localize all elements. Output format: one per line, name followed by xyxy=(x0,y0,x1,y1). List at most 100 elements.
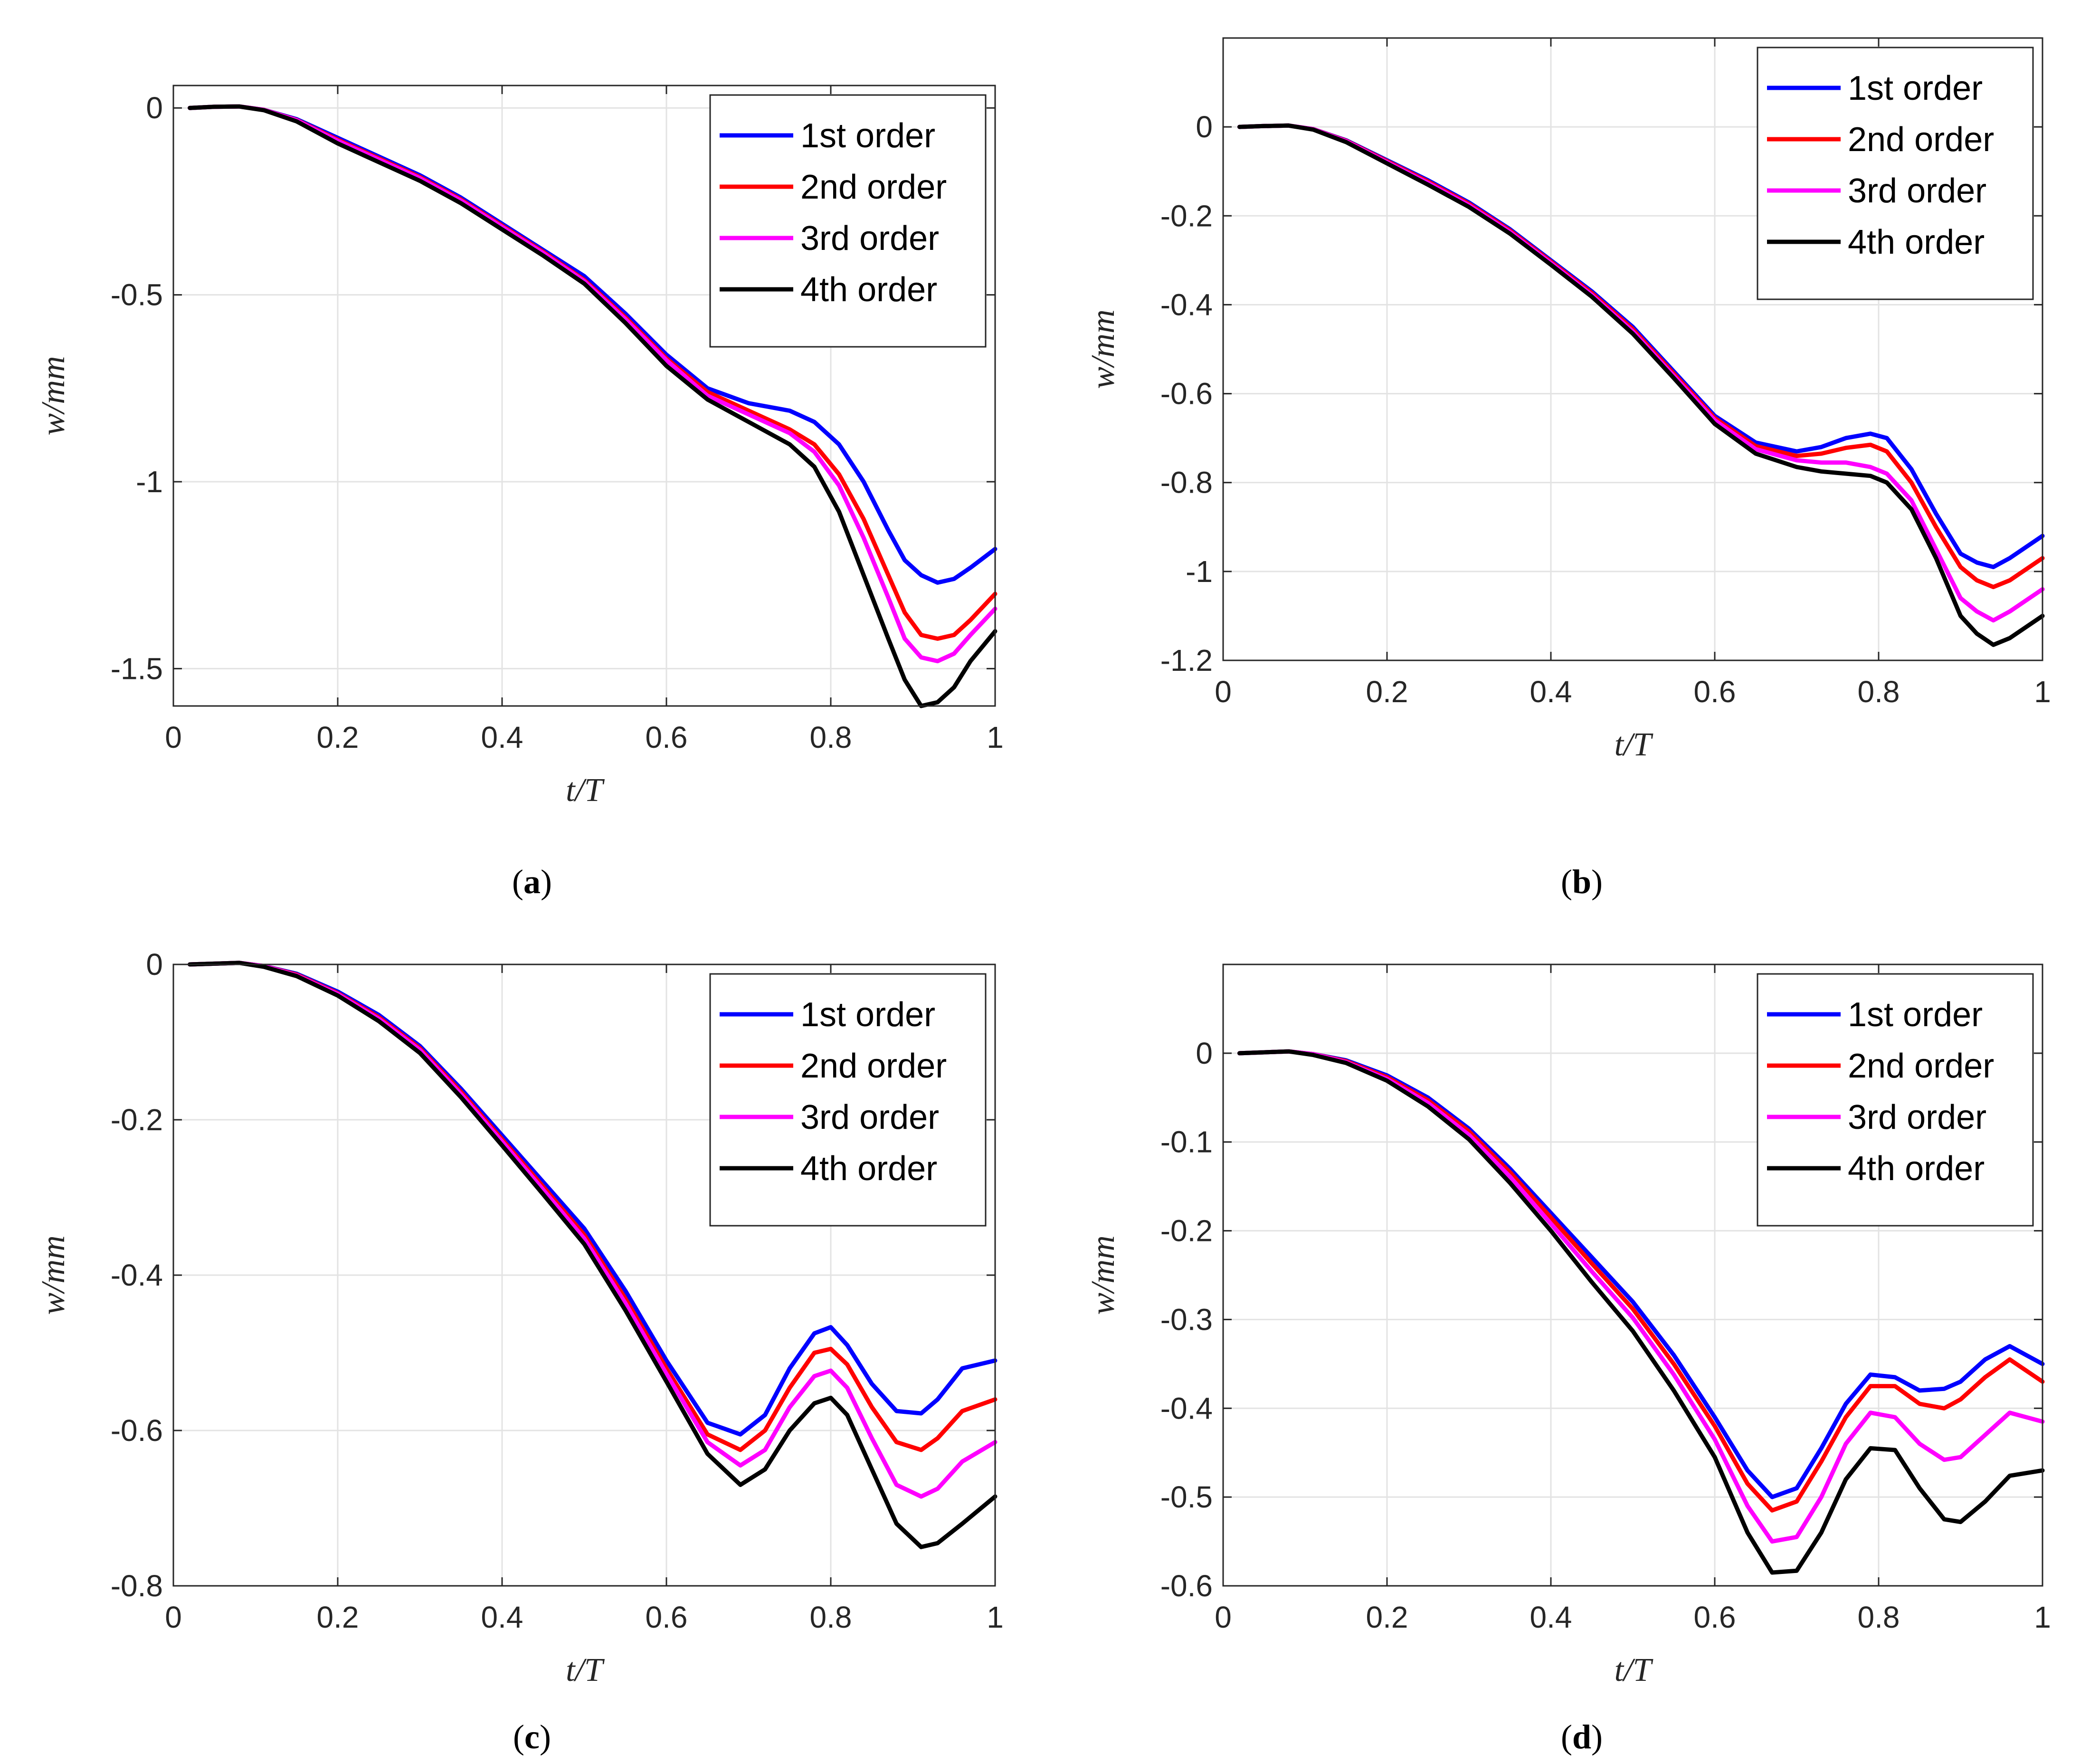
y-tick-label: -1 xyxy=(136,465,163,499)
x-tick-label: 0 xyxy=(1215,1600,1232,1634)
x-tick-label: 0.4 xyxy=(1530,675,1572,709)
legend-label: 4th order xyxy=(800,271,937,309)
y-axis-title: w/mm xyxy=(1085,1235,1121,1315)
chart-panel-d: 0 0.2 0.4 0.6 0.8 1 0 -0.1 -0.2 -0.3 -0.4 -0.5 -0.6 t… xyxy=(1085,963,2051,1756)
caption-open-paren: ( xyxy=(1561,1718,1572,1756)
y-tick-label: -0.4 xyxy=(111,1258,163,1292)
caption-letter: b xyxy=(1572,863,1591,901)
legend-label: 4th order xyxy=(800,1150,937,1188)
legend-label: 3rd order xyxy=(800,1098,939,1136)
y-axis-title: w/mm xyxy=(1085,309,1121,389)
panel-caption: (c) xyxy=(513,1718,551,1756)
caption-open-paren: ( xyxy=(1561,863,1572,901)
y-tick-label: -0.4 xyxy=(1160,287,1213,322)
y-tick-label: -0.6 xyxy=(111,1413,163,1448)
x-tick-label: 0.2 xyxy=(317,720,359,754)
caption-open-paren: ( xyxy=(512,863,523,901)
y-tick-label: 0 xyxy=(1196,1036,1213,1070)
caption-open-paren: ( xyxy=(513,1718,524,1756)
y-tick-label: 0 xyxy=(146,947,163,982)
x-tick-label: 0.4 xyxy=(1530,1600,1572,1634)
x-tick-label: 0.2 xyxy=(317,1600,359,1634)
panel-caption: (d) xyxy=(1561,1718,1603,1756)
legend: 1st order 2nd order 3rd order 4th order xyxy=(1757,47,2034,300)
legend-label: 2nd order xyxy=(1848,121,1994,159)
x-tick-label: 0 xyxy=(165,1600,182,1634)
x-tick-label: 1 xyxy=(987,1600,1004,1634)
y-tick-label: -0.4 xyxy=(1160,1391,1213,1425)
legend: 1st order 2nd order 3rd order 4th order xyxy=(709,94,987,348)
x-tick-label: 0.2 xyxy=(1366,1600,1408,1634)
y-tick-label: -1 xyxy=(1186,554,1213,589)
series-line-4 xyxy=(1237,123,2045,647)
y-tick-label: 0 xyxy=(1196,110,1213,144)
series-line-4 xyxy=(188,104,998,708)
caption-letter: d xyxy=(1572,1718,1591,1756)
series-line-4 xyxy=(1237,1049,2045,1575)
x-tick-label: 0.6 xyxy=(646,1600,688,1634)
legend-label: 1st order xyxy=(800,996,935,1034)
chart-panel-b: 0 0.2 0.4 0.6 0.8 1 0 -0.2 -0.4 -0.6 -0.8 -1 -1.2 t/T… xyxy=(1085,37,2051,901)
x-axis-title: t/T xyxy=(1615,726,1654,763)
y-tick-label: -1.2 xyxy=(1160,643,1213,677)
x-tick-label: 0.8 xyxy=(1858,675,1900,709)
caption-close-paren: ) xyxy=(540,1718,551,1756)
y-tick-label: -0.1 xyxy=(1160,1125,1213,1159)
caption-close-paren: ) xyxy=(541,863,552,901)
caption-letter: a xyxy=(523,863,541,901)
legend-label: 3rd order xyxy=(1848,172,1986,210)
y-tick-label: -0.2 xyxy=(111,1103,163,1137)
series-line-4 xyxy=(188,961,998,1549)
y-tick-label: -0.2 xyxy=(1160,1214,1213,1248)
y-tick-label: -0.5 xyxy=(111,278,163,312)
axes-frame xyxy=(172,85,996,707)
legend: 1st order 2nd order 3rd order 4th order xyxy=(709,973,987,1227)
legend-label: 4th order xyxy=(1848,1150,1985,1188)
chart-panel-a: 0 0.2 0.4 0.6 0.8 1 0 -0.5 -1 -1.5 t/T w/mm 1st orde… xyxy=(35,85,1004,901)
y-tick-label: -0.5 xyxy=(1160,1480,1213,1514)
y-axis-title: w/mm xyxy=(35,1235,72,1315)
x-tick-label: 0.4 xyxy=(481,720,523,754)
y-tick-label: -0.6 xyxy=(1160,1569,1213,1603)
y-tick-label: -1.5 xyxy=(111,651,163,686)
legend-label: 4th order xyxy=(1848,223,1985,261)
y-tick-label: -0.8 xyxy=(1160,466,1213,500)
legend-label: 3rd order xyxy=(800,219,939,257)
caption-close-paren: ) xyxy=(1591,1718,1603,1756)
legend-label: 2nd order xyxy=(800,1047,947,1085)
x-tick-label: 0 xyxy=(165,720,182,754)
y-axis-title: w/mm xyxy=(35,356,72,435)
chart-panel-c: 0 0.2 0.4 0.6 0.8 1 0 -0.2 -0.4 -0.6 -0.8 t/T w/mm 1s… xyxy=(35,947,1004,1756)
x-tick-label: 1 xyxy=(987,720,1004,754)
x-axis-title: t/T xyxy=(566,772,605,809)
y-tick-label: 0 xyxy=(146,91,163,125)
x-tick-label: 0.2 xyxy=(1366,675,1408,709)
caption-letter: c xyxy=(524,1718,540,1756)
y-tick-label: -0.6 xyxy=(1160,377,1213,411)
x-axis-title: t/T xyxy=(1615,1652,1654,1688)
legend: 1st order 2nd order 3rd order 4th order xyxy=(1757,973,2034,1227)
panel-caption: (b) xyxy=(1561,863,1603,901)
x-tick-label: 0.4 xyxy=(481,1600,523,1634)
legend-label: 1st order xyxy=(1848,996,1983,1034)
legend-label: 1st order xyxy=(800,117,935,155)
x-tick-label: 0.8 xyxy=(810,720,852,754)
x-tick-label: 1 xyxy=(2034,675,2051,709)
x-tick-label: 0.8 xyxy=(810,1600,852,1634)
x-tick-label: 0.6 xyxy=(646,720,688,754)
y-tick-label: -0.2 xyxy=(1160,199,1213,233)
legend-label: 2nd order xyxy=(800,168,947,206)
legend-label: 2nd order xyxy=(1848,1047,1994,1085)
axes-frame xyxy=(1222,37,2043,661)
x-tick-label: 0.6 xyxy=(1694,1600,1736,1634)
x-tick-label: 0 xyxy=(1215,675,1232,709)
axes-frame xyxy=(1222,963,2043,1587)
legend-label: 3rd order xyxy=(1848,1098,1986,1136)
panel-caption: (a) xyxy=(512,863,552,901)
legend-label: 1st order xyxy=(1848,69,1983,107)
x-axis-title: t/T xyxy=(566,1652,605,1688)
y-tick-label: -0.3 xyxy=(1160,1302,1213,1336)
x-tick-label: 0.8 xyxy=(1858,1600,1900,1634)
y-tick-label: -0.8 xyxy=(111,1569,163,1603)
